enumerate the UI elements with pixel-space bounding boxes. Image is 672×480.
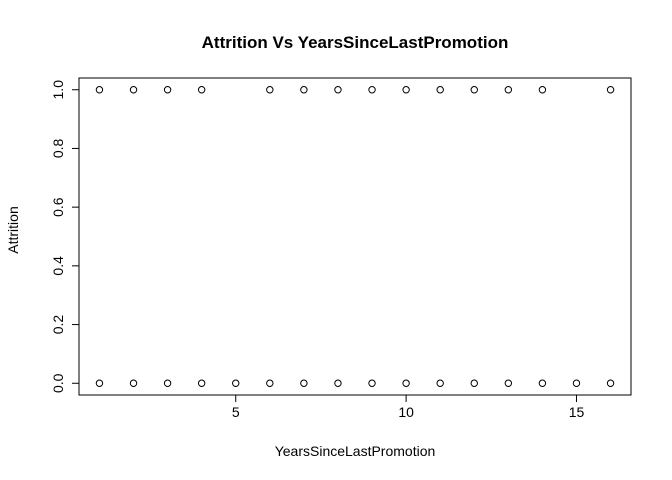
y-tick-label: 1.0: [50, 80, 66, 100]
plot-frame: [78, 77, 632, 396]
data-point: [504, 379, 513, 387]
y-tick-label: 0.6: [50, 197, 66, 217]
data-point: [163, 86, 172, 94]
data-point: [436, 86, 444, 94]
data-point: [368, 86, 376, 94]
data-point: [538, 86, 547, 94]
y-tick-label: 0.8: [50, 139, 66, 159]
x-tick-label: 10: [398, 404, 414, 420]
x-tick-label: 15: [569, 404, 585, 420]
y-tick-label: 0.2: [50, 315, 66, 335]
y-tick-label: 0.4: [50, 256, 66, 276]
data-point: [436, 379, 444, 387]
data-point: [129, 86, 138, 94]
data-point: [129, 379, 138, 387]
y-axis: 0.0 0.2 0.4 0.6 0.8 1.0: [50, 80, 79, 393]
data-point: [334, 86, 342, 94]
data-point: [368, 379, 376, 387]
data-point: [197, 379, 206, 387]
data-point: [606, 379, 615, 387]
data-points: [95, 86, 615, 387]
data-point: [402, 86, 410, 94]
data-point: [572, 379, 581, 387]
data-point: [95, 86, 104, 94]
data-point: [300, 379, 308, 387]
data-point: [197, 86, 206, 94]
data-point: [232, 379, 240, 387]
data-point: [266, 86, 274, 94]
data-point: [606, 86, 615, 94]
data-point: [402, 379, 410, 387]
y-tick-label: 0.0: [50, 373, 66, 393]
data-point: [504, 86, 513, 94]
x-axis: 5 10 15: [232, 395, 585, 420]
x-tick-label: 5: [232, 404, 240, 420]
data-point: [266, 379, 274, 387]
data-point: [300, 86, 308, 94]
data-point: [334, 379, 342, 387]
data-point: [538, 379, 547, 387]
chart-title: Attrition Vs YearsSinceLastPromotion: [202, 33, 509, 52]
data-point: [95, 379, 104, 387]
data-point: [470, 379, 478, 387]
data-point: [470, 86, 478, 94]
data-point: [163, 379, 172, 387]
x-axis-label: YearsSinceLastPromotion: [275, 443, 436, 459]
y-axis-label: Attrition: [5, 206, 21, 253]
